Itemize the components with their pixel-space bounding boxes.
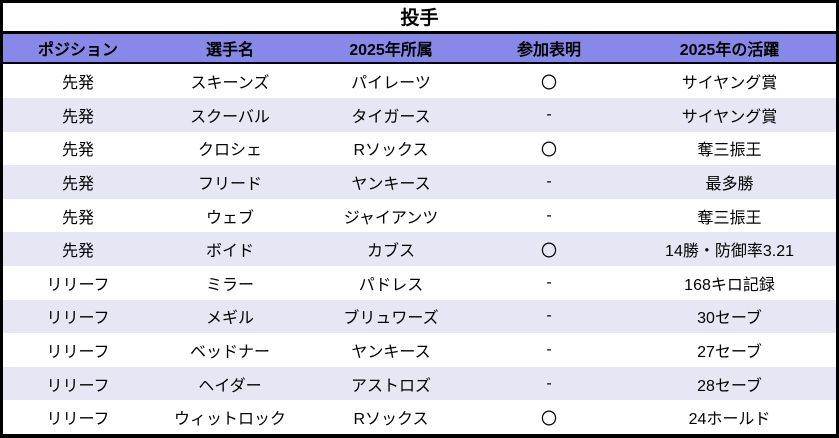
pitchers-table: 投手 ポジション 選手名 2025年所属 参加表明 2025年の活躍 先発 スキー… — [3, 3, 837, 434]
table-cell: ヤンキース — [307, 165, 475, 199]
table-row: リリーフ ミラー パドレス -168キロ記録 — [3, 265, 837, 300]
table-cell: 27セーブ — [623, 333, 837, 367]
table-row: 先発 クロシェ Rソックス〇奪三振王 — [3, 131, 837, 166]
table-cell: 奪三振王 — [623, 198, 837, 233]
table-cell: - — [475, 265, 623, 300]
table-row: 先発 ボイド カブス〇 14勝・防御率3.21 — [3, 232, 837, 266]
table-cell: クロシェ — [153, 131, 307, 166]
column-header-2025-team: 2025年所属 — [307, 32, 475, 64]
table-cell: 先発 — [3, 198, 153, 233]
table-cell: 〇 — [475, 400, 623, 434]
table-header-row: ポジション 選手名 2025年所属 参加表明 2025年の活躍 — [3, 32, 837, 64]
table-cell: ボイド — [153, 232, 307, 266]
table-cell: 〇 — [475, 232, 623, 266]
table-cell: フリード — [153, 165, 307, 199]
table-cell: 〇 — [475, 63, 623, 98]
table-row: 先発 ウェブ ジャイアンツ - 奪三振王 — [3, 198, 837, 233]
table-cell: 168キロ記録 — [623, 265, 837, 300]
table-cell: 最多勝 — [623, 165, 837, 199]
column-header-2025-performance: 2025年の活躍 — [623, 32, 837, 64]
table-cell: ミラー — [153, 265, 307, 300]
table-cell: リリーフ — [3, 366, 153, 401]
table-cell: 24ホールド — [623, 400, 837, 434]
table-cell: ベッドナー — [153, 333, 307, 367]
table-cell: - — [475, 98, 623, 132]
table-cell: サイヤング賞 — [623, 98, 837, 132]
table-cell: 先発 — [3, 165, 153, 199]
table-cell: 先発 — [3, 63, 153, 98]
table-cell: 14勝・防御率3.21 — [623, 232, 837, 266]
column-header-position: ポジション — [3, 32, 153, 64]
table-cell: リリーフ — [3, 265, 153, 300]
table-row: リリーフ ベッドナー ヤンキース -27セーブ — [3, 333, 837, 367]
table-row: リリーフ メギル ブリュワーズ -30セーブ — [3, 299, 837, 334]
table-cell: 30セーブ — [623, 299, 837, 334]
table-cell: - — [475, 299, 623, 334]
table-cell: メギル — [153, 299, 307, 334]
table-cell: 先発 — [3, 232, 153, 266]
table-cell: ブリュワーズ — [307, 299, 475, 334]
table-cell: リリーフ — [3, 400, 153, 434]
table-cell: アストロズ — [307, 366, 475, 401]
table-cell: サイヤング賞 — [623, 63, 837, 98]
table-cell: Rソックス — [307, 131, 475, 166]
table-cell: リリーフ — [3, 333, 153, 367]
table-cell: ヤンキース — [307, 333, 475, 367]
table-cell: パドレス — [307, 265, 475, 300]
table-row: リリーフ ヘイダー アストロズ -28セーブ — [3, 366, 837, 401]
column-header-participation: 参加表明 — [475, 32, 623, 64]
table-row: 先発 スクーバル タイガース - サイヤング賞 — [3, 98, 837, 132]
table-cell: スクーバル — [153, 98, 307, 132]
table-cell: 〇 — [475, 131, 623, 166]
table-cell: - — [475, 165, 623, 199]
table-cell: Rソックス — [307, 400, 475, 434]
table-cell: リリーフ — [3, 299, 153, 334]
table-cell: スキーンズ — [153, 63, 307, 98]
table-row: 先発 フリード ヤンキース - 最多勝 — [3, 165, 837, 199]
table-cell: カブス — [307, 232, 475, 266]
table-cell: ヘイダー — [153, 366, 307, 401]
table-cell: 奪三振王 — [623, 131, 837, 166]
table-cell: - — [475, 198, 623, 233]
table-row: リリーフ ウィットロック Rソックス〇 24ホールド — [3, 400, 837, 434]
table-row: 先発 スキーンズ パイレーツ〇サイヤング賞 — [3, 63, 837, 98]
table-cell: ウェブ — [153, 198, 307, 233]
table-title: 投手 — [3, 3, 837, 34]
table-cell: 28セーブ — [623, 366, 837, 401]
table-cell: - — [475, 333, 623, 367]
table-body: 先発 スキーンズ パイレーツ〇サイヤング賞 先発 スクーバル タイガース - サイヤング賞 先発… — [3, 63, 837, 434]
table-cell: - — [475, 366, 623, 401]
table-title-row: 投手 — [3, 3, 837, 34]
table-cell: 先発 — [3, 98, 153, 132]
table-cell: 先発 — [3, 131, 153, 166]
table-cell: タイガース — [307, 98, 475, 132]
column-header-player-name: 選手名 — [153, 32, 307, 64]
table-cell: パイレーツ — [307, 63, 475, 98]
table-cell: ジャイアンツ — [307, 198, 475, 233]
table-cell: ウィットロック — [153, 400, 307, 434]
